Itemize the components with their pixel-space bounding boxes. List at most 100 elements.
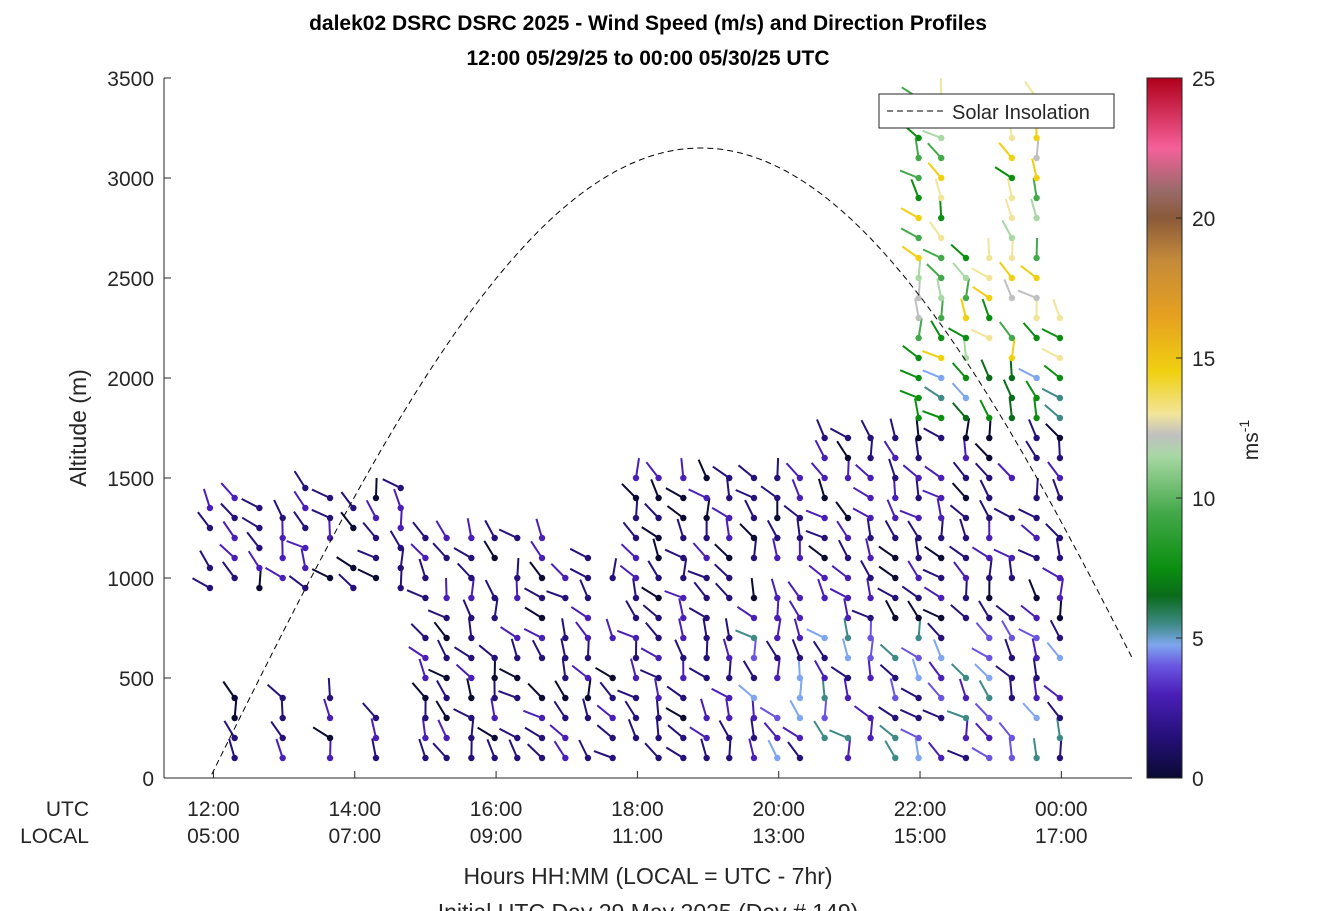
wind-barb-shaft (922, 248, 942, 259)
wind-barb-dot (774, 714, 781, 722)
x-tick-label-utc: 20:00 (752, 798, 805, 821)
wind-barb-shaft (700, 738, 708, 759)
wind-barb-dot (422, 654, 429, 662)
wind-barb-shaft (971, 647, 990, 659)
wind-barb-dot (562, 694, 569, 702)
wind-barb-dot (279, 514, 286, 522)
wind-barb-shaft (889, 678, 897, 699)
wind-barb-dot (326, 514, 334, 522)
wind-barb-shaft (221, 561, 236, 579)
wind-barb-shaft (270, 721, 284, 739)
wind-barb-dot (584, 714, 592, 722)
wind-barb-dot (302, 524, 309, 532)
wind-barb-dot (892, 674, 899, 682)
wind-barb-shaft (922, 608, 942, 619)
wind-barb-dot (938, 694, 945, 702)
wind-barb-shaft (666, 685, 684, 699)
wind-barb-dot (1008, 514, 1016, 522)
wind-barb-shaft (192, 577, 211, 589)
wind-barb-shaft (950, 604, 967, 619)
wind-barb-dot (397, 524, 404, 532)
wind-barb-shaft (772, 538, 779, 559)
wind-barb-shaft (831, 565, 849, 579)
wind-barb-shaft (676, 518, 685, 539)
wind-barb-dot (726, 574, 733, 582)
wind-barb-dot (632, 554, 640, 562)
wind-barb-dot (491, 554, 498, 562)
wind-barb-shaft (526, 743, 543, 759)
wind-barb-shaft (901, 245, 920, 259)
wind-barb-dot (986, 554, 993, 562)
wind-barb-shaft (281, 537, 284, 559)
wind-barb-shaft (493, 598, 499, 619)
wind-barb-shaft (1044, 404, 1061, 419)
wind-barb-dot (1033, 434, 1040, 442)
wind-barb-shaft (223, 720, 236, 739)
wind-barb-shaft (970, 328, 990, 339)
wind-barb-dot (231, 554, 238, 562)
wind-barb-shaft (264, 566, 284, 579)
wind-barb-dot (468, 594, 475, 602)
wind-barb-shaft (728, 737, 732, 759)
wind-barb-shaft (948, 327, 967, 339)
wind-barb-shaft (914, 538, 920, 559)
wind-barb-shaft (843, 598, 849, 619)
wind-barb-shaft (599, 681, 614, 699)
wind-barb-shaft (981, 298, 991, 319)
wind-barb-shaft (907, 600, 920, 619)
wind-barb-shaft (1018, 628, 1038, 639)
wind-barb-dot (986, 594, 993, 602)
wind-barb-shaft (340, 491, 355, 509)
wind-barb-dot (279, 574, 286, 582)
wind-barb-dot (915, 294, 922, 302)
wind-barb-shaft (770, 578, 779, 599)
wind-barb-dot (1033, 214, 1040, 222)
wind-barb-shaft (219, 543, 236, 559)
wind-barb-shaft (655, 718, 660, 739)
wind-barb-shaft (561, 618, 567, 639)
wind-barb-dot (206, 524, 214, 532)
wind-barb-dot (774, 614, 781, 622)
wind-barb-dot (538, 534, 546, 542)
wind-barb-shaft (927, 142, 942, 159)
wind-barb-shaft (1025, 440, 1038, 459)
wind-barb-shaft (523, 709, 543, 719)
wind-barb-dot (443, 694, 450, 702)
wind-barb-shaft (1004, 638, 1013, 659)
wind-barb-dot (726, 674, 733, 682)
wind-barb-dot (986, 494, 993, 502)
wind-barb-shaft (682, 558, 688, 579)
wind-barb-shaft (1052, 478, 1061, 499)
wind-barb-shaft (620, 543, 637, 559)
wind-barb-dot (915, 574, 922, 582)
wind-barb-dot (1056, 654, 1064, 662)
wind-barb-shaft (468, 617, 473, 639)
wind-barb-dot (562, 714, 569, 722)
wind-barb-dot (915, 454, 922, 462)
wind-barb-dot (443, 534, 450, 542)
wind-barb-dot (397, 544, 404, 552)
wind-barb-dot (938, 674, 945, 682)
wind-barb-dot (986, 274, 993, 282)
x-axis-ticks: 12:00 05:00 14:00 07:00 16:00 09:00 18:00 11:00… (187, 771, 1088, 848)
wind-barb-shaft (645, 621, 660, 639)
wind-barb-dot (632, 734, 640, 742)
wind-barb-shaft (878, 545, 896, 559)
wind-barb-shaft (550, 562, 567, 579)
wind-barb-shaft (549, 724, 566, 739)
wind-barb-shaft (202, 488, 211, 509)
wind-barb-shaft (963, 338, 967, 359)
wind-barb-shaft (922, 489, 942, 499)
wind-barb-dot (986, 314, 993, 322)
wind-barb-shaft (639, 669, 659, 679)
wind-barb-shaft (1046, 641, 1061, 659)
wind-barb-shaft (1035, 138, 1040, 159)
wind-barb-dot (867, 494, 874, 502)
wind-barb-dot (468, 694, 475, 702)
wind-barb-shaft (869, 718, 874, 739)
wind-barb-shaft (418, 738, 427, 759)
wind-barb-shaft (594, 666, 614, 679)
wind-barb-shaft (812, 640, 826, 659)
colorbar (1146, 77, 1183, 779)
wind-barb-shaft (922, 410, 942, 419)
